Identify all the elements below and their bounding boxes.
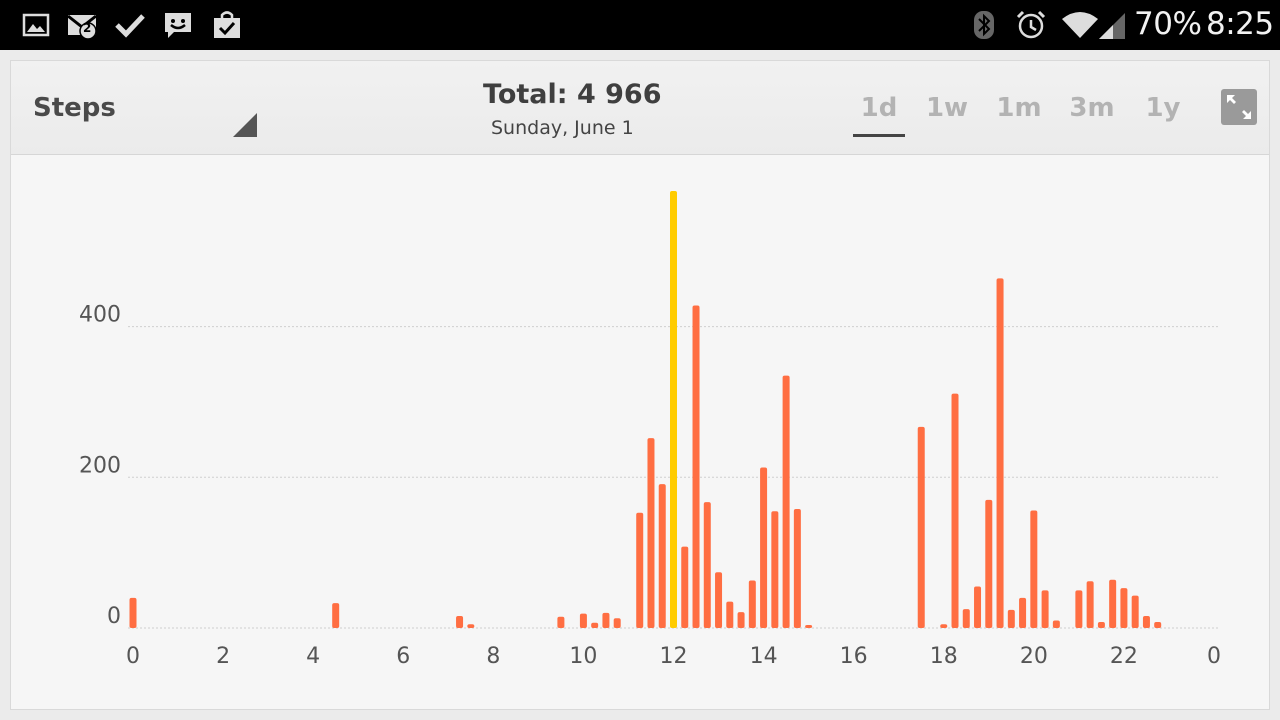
bar[interactable] [771,511,779,628]
bar[interactable] [917,426,925,628]
bar[interactable] [467,624,475,628]
tab-range-3m[interactable]: 3m [1062,93,1122,137]
bar[interactable] [647,438,655,628]
total-steps: Total: 4 966 [483,79,662,110]
bar[interactable] [636,512,644,628]
y-tick-label: 400 [79,303,121,328]
bluetooth-icon [974,11,994,39]
bar[interactable] [658,484,666,628]
tab-range-1d[interactable]: 1d [849,93,909,137]
bar[interactable] [748,580,756,628]
bar[interactable] [1142,615,1150,628]
bar[interactable] [602,612,610,628]
bar[interactable] [951,393,959,628]
x-tick-label: 4 [306,644,320,669]
notification-count: 2 [83,21,92,35]
status-bar: 2 70% 8:25 [0,0,1280,50]
bar[interactable] [557,616,565,628]
checkmark-icon [115,14,145,38]
card-header: Steps Total: 4 966 Sunday, June 1 1d 1w … [11,61,1269,155]
bar[interactable] [1154,621,1162,628]
bar[interactable] [1097,621,1105,628]
bar[interactable] [1030,510,1038,628]
x-tick-label: 16 [840,644,868,669]
x-tick-label: 2 [216,644,230,669]
selected-date: Sunday, June 1 [491,117,634,139]
metric-selector-label[interactable]: Steps [33,93,116,123]
bar[interactable] [940,624,948,628]
bar[interactable] [715,572,723,628]
tab-label: 1d [860,93,898,123]
bar[interactable] [782,375,790,628]
bar[interactable] [681,546,689,628]
bar[interactable] [962,609,970,628]
bar[interactable] [1007,609,1015,628]
bar[interactable] [613,618,621,628]
bar[interactable] [737,612,745,628]
x-tick-label: 22 [1110,644,1138,669]
bar[interactable] [591,622,599,628]
bar[interactable] [974,586,982,628]
x-tick-label: 8 [486,644,500,669]
bar[interactable] [1120,588,1128,628]
tab-label: 1w [925,93,969,123]
bar[interactable] [996,278,1004,628]
tab-range-1y[interactable]: 1y [1133,93,1193,137]
bar[interactable] [456,615,464,628]
x-tick-label: 10 [569,644,597,669]
wifi-icon [1062,12,1098,38]
battery-level: 70% [1134,6,1202,42]
bar[interactable] [1086,581,1094,628]
dropdown-corner-icon[interactable] [233,113,257,137]
bar[interactable] [1041,590,1049,628]
bar[interactable] [1109,579,1117,628]
tab-label: 1y [1145,93,1181,123]
messenger-icon [165,13,191,38]
bar[interactable] [129,597,137,628]
x-tick-label: 12 [660,644,688,669]
bar[interactable] [760,467,768,628]
bar[interactable] [726,601,734,628]
x-tick-label: 20 [1020,644,1048,669]
tab-label: 1m [996,93,1042,123]
bar[interactable] [1052,620,1060,628]
y-tick-label: 200 [79,453,121,478]
store-bag-icon [214,11,240,38]
bar[interactable] [1075,590,1083,628]
clock: 8:25 [1206,6,1274,42]
bar[interactable] [805,624,813,628]
x-tick-label: 0 [126,644,140,669]
x-tick-label: 6 [396,644,410,669]
bar-selected[interactable] [670,191,677,628]
collapse-arrows-icon [1227,95,1251,119]
tab-label: 3m [1069,93,1115,123]
bar[interactable] [579,613,587,628]
fullscreen-button[interactable] [1221,89,1257,125]
bar[interactable] [985,499,993,628]
bar[interactable] [1131,595,1139,628]
bar[interactable] [332,603,340,628]
y-tick-label: 0 [107,604,121,629]
gallery-icon [22,13,50,37]
x-tick-label: 0 [1207,644,1221,669]
bar[interactable] [703,502,711,628]
bar[interactable] [793,508,801,628]
tab-range-1m[interactable]: 1m [989,93,1049,137]
alarm-icon [1016,10,1046,39]
signal-icon [1099,13,1125,39]
tab-range-1w[interactable]: 1w [917,93,977,137]
bar[interactable] [1019,597,1027,628]
bar[interactable] [692,305,700,628]
x-tick-label: 14 [750,644,778,669]
x-tick-label: 18 [930,644,958,669]
gmail-icon [67,14,97,40]
